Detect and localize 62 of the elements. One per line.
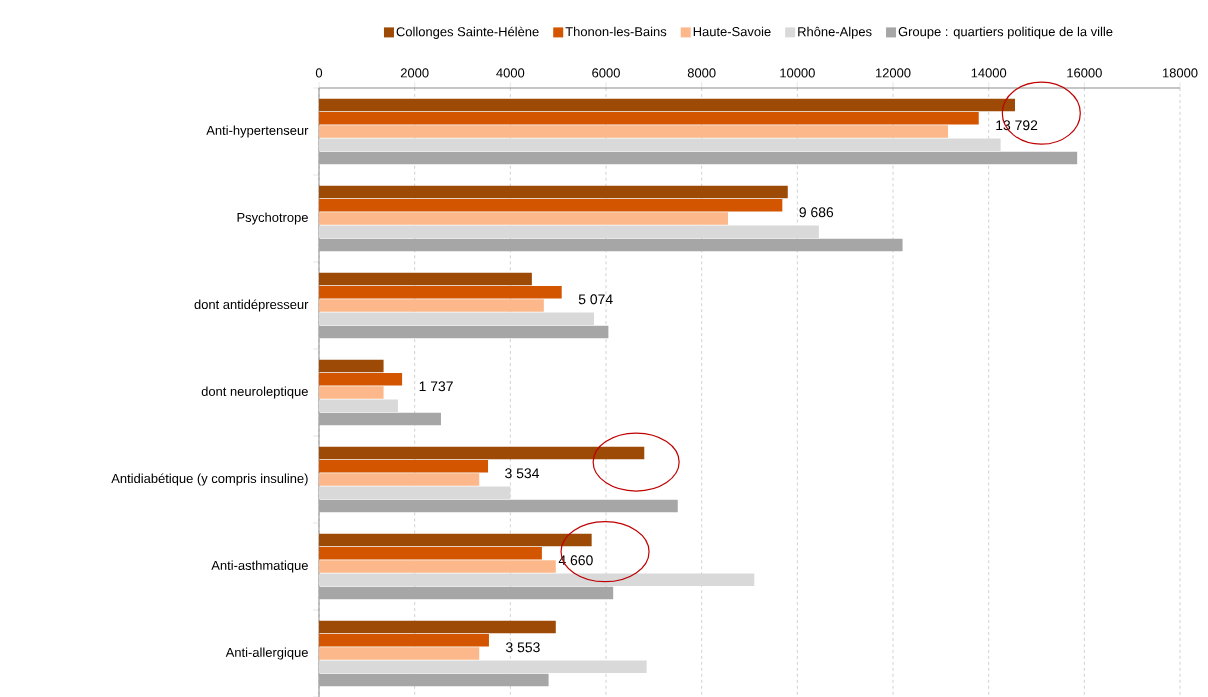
y-tick-label: Anti-allergique [225,647,308,660]
bar [319,673,549,687]
bar [319,225,819,238]
bar [319,312,595,325]
bar [319,560,556,573]
x-tick-label: 4000 [496,68,525,78]
bar [319,547,542,560]
bar [319,299,544,312]
data-label: 5 074 [578,294,613,305]
data-label: 3 553 [506,642,540,653]
bar [319,386,384,399]
data-label: 1 737 [419,381,453,392]
bar [319,634,489,647]
bar [319,185,788,199]
bar [319,473,480,486]
bar [319,460,489,473]
bar [319,486,511,499]
y-tick-label: Psychotrope [237,212,308,225]
legend-label: Collonges Sainte-Hélène [396,26,539,39]
y-tick-label: dont neuroleptique [201,386,308,399]
bar [319,412,441,426]
bar [319,446,645,460]
bar [319,138,1001,151]
x-tick-label: 16000 [1067,68,1102,78]
y-tick-label: Anti-asthmatique [211,560,308,573]
y-tick-label: Antidiabétique (y compris insuline) [111,473,308,486]
legend-label: Thonon-les-Bains [565,26,667,37]
y-tick-label: Anti-hypertenseur [206,125,309,138]
x-tick-label: 12000 [875,68,911,78]
x-tick-label: 2000 [400,68,429,78]
bar [319,212,728,225]
bar [319,98,1015,112]
bar [319,286,562,299]
legend-label: Rhône-Alpes [798,26,872,39]
bar [319,399,398,412]
bar [319,199,783,212]
x-tick-label: 14000 [971,68,1007,78]
bar [319,586,614,600]
bar [319,373,403,386]
bar [319,325,609,339]
x-tick-label: 18000 [1162,68,1198,78]
x-tick-label: 8000 [687,68,716,78]
x-tick-label: 6000 [592,68,620,78]
x-tick-label: 10000 [780,68,815,78]
x-tick-label: 0 [315,68,323,78]
bar [319,660,647,673]
bar [319,272,532,286]
bar [319,112,979,125]
legend-label: Haute-Savoie [693,26,771,37]
bar [319,238,903,252]
bar [319,499,678,513]
bar [319,573,755,586]
bar [319,533,592,547]
bar [319,620,556,634]
data-label: 9 686 [799,207,834,218]
bar [319,359,384,373]
data-label: 3 534 [505,468,540,479]
y-tick-label: dont antidépresseur [194,299,309,312]
bar [319,125,949,138]
legend-label: Groupe : quartiers politique de la ville [898,26,1113,39]
bar [319,647,480,660]
bar [319,151,1078,165]
